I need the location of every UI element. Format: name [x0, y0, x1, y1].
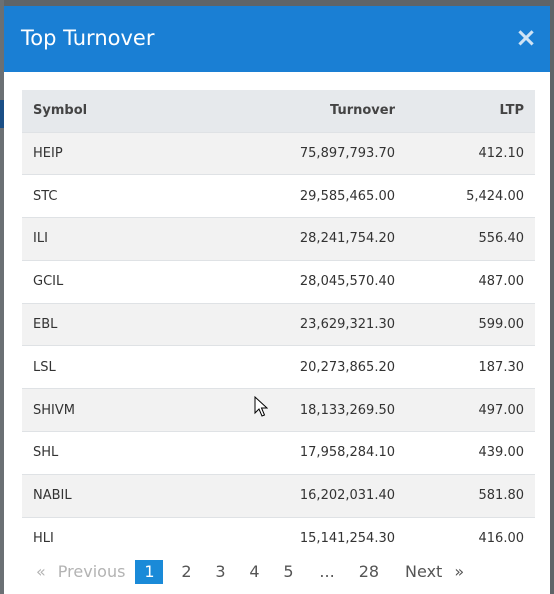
cell-symbol: GCIL: [33, 274, 64, 290]
close-icon[interactable]: ×: [515, 23, 537, 53]
table-row[interactable]: ILI 28,241,754.20 556.40: [22, 217, 535, 261]
pagination-page-1[interactable]: 1: [135, 560, 164, 584]
cell-turnover: 28,045,570.40: [299, 274, 395, 290]
cell-turnover: 16,202,031.40: [299, 488, 395, 504]
cell-ltp: 581.80: [478, 488, 525, 504]
table-row[interactable]: SHL 17,958,284.10 439.00: [22, 431, 535, 475]
top-turnover-modal: Top Turnover × Symbol Turnover LTP HEIP …: [4, 6, 550, 594]
cell-symbol: EBL: [33, 317, 58, 333]
table-row[interactable]: HLI 15,141,254.30 416.00: [22, 517, 535, 560]
pagination-prev-arrow-icon: «: [36, 562, 46, 581]
cell-symbol: STC: [33, 188, 58, 204]
cell-turnover: 23,629,321.30: [299, 317, 395, 333]
table-row[interactable]: LSL 20,273,865.20 187.30: [22, 345, 535, 389]
cell-ltp: 599.00: [478, 317, 525, 333]
pagination-page-5[interactable]: 5: [283, 562, 294, 581]
cell-symbol: NABIL: [33, 488, 72, 504]
cell-ltp: 487.00: [478, 274, 525, 290]
cell-ltp: 556.40: [478, 231, 525, 247]
modal-title: Top Turnover: [21, 26, 155, 50]
pagination-page-2[interactable]: 2: [181, 562, 192, 581]
pagination-next-arrow-icon[interactable]: »: [454, 562, 465, 581]
turnover-table: Symbol Turnover LTP HEIP 75,897,793.70 4…: [22, 90, 535, 560]
cell-turnover: 29,585,465.00: [299, 188, 395, 204]
table-row[interactable]: STC 29,585,465.00 5,424.00: [22, 174, 535, 218]
pagination-ellipsis: ...: [319, 562, 335, 581]
table-header-row: Symbol Turnover LTP: [22, 90, 535, 132]
cell-turnover: 15,141,254.30: [299, 531, 395, 547]
pagination-next[interactable]: Next: [405, 562, 443, 581]
cell-ltp: 5,424.00: [466, 188, 524, 204]
cell-symbol: HEIP: [33, 145, 63, 161]
backdrop-page-fragment: [0, 100, 4, 128]
cell-turnover: 20,273,865.20: [299, 359, 395, 375]
turnover-table-wrapper: Symbol Turnover LTP HEIP 75,897,793.70 4…: [22, 90, 535, 560]
pagination-page-4[interactable]: 4: [249, 562, 260, 581]
cell-ltp: 439.00: [478, 445, 525, 461]
cell-ltp: 412.10: [478, 145, 525, 161]
pagination-previous: Previous: [57, 562, 126, 581]
pagination-page-last[interactable]: 28: [358, 562, 380, 581]
cell-symbol: SHIVM: [33, 402, 75, 418]
cell-symbol: ILI: [33, 231, 48, 247]
modal-backdrop: [0, 0, 4, 594]
column-header-symbol[interactable]: Symbol: [33, 103, 88, 119]
table-row[interactable]: NABIL 16,202,031.40 581.80: [22, 474, 535, 518]
pagination: « Previous 1 2 3 4 5 ... 28 Next »: [30, 560, 470, 584]
column-header-turnover[interactable]: Turnover: [330, 103, 395, 119]
column-header-ltp[interactable]: LTP: [499, 103, 524, 119]
cell-turnover: 75,897,793.70: [299, 145, 395, 161]
mouse-pointer-icon: [254, 396, 268, 417]
table-row[interactable]: GCIL 28,045,570.40 487.00: [22, 260, 535, 304]
cell-ltp: 416.00: [478, 531, 525, 547]
table-row[interactable]: HEIP 75,897,793.70 412.10: [22, 132, 535, 175]
cell-symbol: HLI: [33, 531, 54, 547]
table-row[interactable]: SHIVM 18,133,269.50 497.00: [22, 388, 535, 432]
cell-ltp: 187.30: [478, 359, 525, 375]
cell-turnover: 28,241,754.20: [299, 231, 395, 247]
cell-turnover: 17,958,284.10: [299, 445, 395, 461]
modal-header: Top Turnover ×: [4, 6, 550, 72]
cell-ltp: 497.00: [478, 402, 525, 418]
cell-symbol: SHL: [33, 445, 59, 461]
table-row[interactable]: EBL 23,629,321.30 599.00: [22, 303, 535, 346]
cell-symbol: LSL: [33, 359, 56, 375]
cell-turnover: 18,133,269.50: [299, 402, 395, 418]
pagination-page-3[interactable]: 3: [215, 562, 226, 581]
